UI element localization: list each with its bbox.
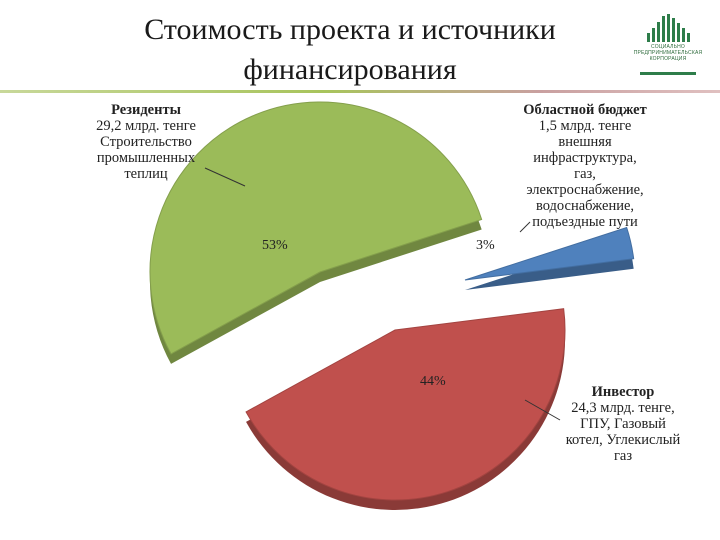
leader-line-regional bbox=[519, 221, 531, 233]
slice-label-line: промышленных bbox=[96, 150, 196, 166]
leader-line-residents bbox=[204, 167, 246, 187]
leader-line-investor bbox=[524, 399, 561, 421]
slice-label-line: Областной бюджет bbox=[523, 102, 647, 118]
slice-label-line: котел, Углекислый bbox=[565, 432, 681, 448]
slice-label-line: Резиденты bbox=[111, 102, 181, 118]
percent-label-investor: 44% bbox=[420, 374, 446, 389]
slice-label-line: газ bbox=[613, 448, 633, 464]
slice-label-line: газ, bbox=[574, 166, 596, 182]
slice-investor bbox=[245, 308, 566, 501]
slice-label-line: подъездные пути bbox=[532, 214, 638, 230]
percent-label-regional: 3% bbox=[476, 238, 495, 253]
slice-regional bbox=[464, 226, 635, 281]
title-line-1: Стоимость проекта и источники bbox=[144, 13, 556, 46]
slice-label-line: теплиц bbox=[124, 166, 168, 182]
slice-label-line: Инвестор bbox=[591, 384, 655, 400]
percent-label-residents: 53% bbox=[262, 238, 288, 253]
title-line-2: финансирования bbox=[243, 53, 457, 86]
slice-label-residents: Резиденты 29,2 млрд. тенге Строительство пр… bbox=[66, 102, 226, 182]
header-divider bbox=[0, 90, 720, 93]
logo-line-2: ПРЕДПРИНИМАТЕЛЬСКАЯ bbox=[633, 50, 703, 56]
slice-label-investor: Инвестор 24,3 млрд. тенге, ГПУ, Газовый кот… bbox=[548, 384, 698, 464]
logo-line-1: СОЦИАЛЬНО bbox=[651, 44, 685, 50]
slice-label-line: Строительство bbox=[100, 134, 192, 150]
slice-residents bbox=[149, 101, 483, 355]
page-title: Стоимость проекта и источники финансиров… bbox=[90, 10, 610, 90]
slice-label-line: водоснабжение, bbox=[535, 198, 635, 214]
slice-label-line: 29,2 млрд. тенге bbox=[96, 118, 196, 134]
logo-line-3: КОРПОРАЦИЯ bbox=[649, 56, 687, 62]
logo-text: СОЦИАЛЬНО ПРЕДПРИНИМАТЕЛЬСКАЯ КОРПОРАЦИЯ bbox=[628, 44, 708, 62]
slice-label-line: ГПУ, Газовый bbox=[580, 416, 666, 432]
slice-label-line: инфраструктура, bbox=[533, 150, 637, 166]
slice-label-line: 24,3 млрд. тенге, bbox=[571, 400, 675, 416]
slice-label-line: электроснабжение, bbox=[526, 182, 644, 198]
slice-label-line: 1,5 млрд. тенге bbox=[538, 118, 632, 134]
slice-label-line: внешняя bbox=[558, 134, 612, 150]
slice-label-regional: Областной бюджет 1,5 млрд. тенге внешняя ин… bbox=[500, 102, 670, 230]
city-buildings-icon bbox=[640, 14, 696, 75]
